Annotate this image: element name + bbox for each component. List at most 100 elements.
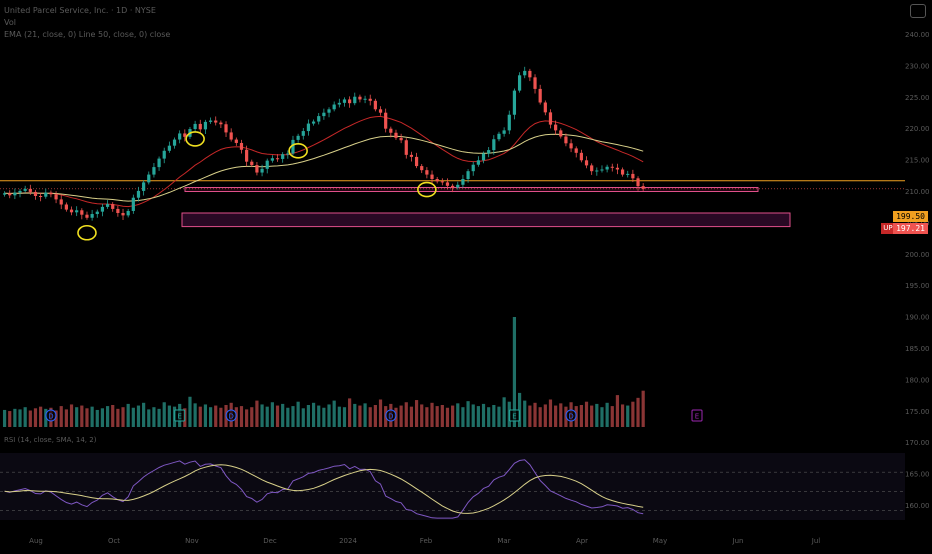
candle-body	[600, 169, 604, 171]
candle-body	[239, 142, 244, 150]
candle-body	[250, 161, 254, 166]
candle-body	[368, 98, 372, 101]
volume-bar	[502, 397, 506, 427]
volume-bar	[208, 407, 213, 427]
event-marker-label: D	[228, 413, 233, 421]
volume-bar	[39, 406, 43, 427]
volume-bar	[512, 317, 517, 427]
volume-bar	[116, 408, 120, 427]
candle-body	[445, 182, 450, 186]
candle-body	[291, 139, 295, 154]
time-axis-label: Oct	[108, 537, 120, 545]
price-axis-label: 170.00	[905, 439, 930, 447]
volume-bar	[69, 404, 74, 427]
time-axis-label: 2024	[339, 537, 357, 545]
time-axis-label: Dec	[263, 537, 277, 545]
event-marker-dividend	[45, 409, 57, 422]
volume-bar	[239, 406, 244, 427]
hline-price-tag: 199.50	[893, 211, 928, 222]
candle-body	[260, 168, 264, 173]
symbol-badge: UPS	[881, 223, 899, 234]
candle-body	[229, 132, 233, 140]
volume-bar	[255, 400, 259, 427]
candle-body	[564, 136, 568, 144]
volume-bar	[147, 409, 151, 427]
candle-body	[208, 120, 213, 122]
candle-body	[569, 143, 573, 149]
candle-body	[451, 185, 455, 188]
candle-body	[353, 96, 357, 104]
moving-average-legend: EMA (21, close, 0) Line 50, close, 0) cl…	[4, 30, 171, 39]
chart-menu-button[interactable]	[910, 4, 926, 18]
volume-bar	[533, 402, 537, 427]
volume-bar	[626, 405, 630, 427]
volume-bar	[404, 402, 408, 427]
volume-bar	[451, 405, 455, 427]
candle-body	[203, 121, 208, 130]
event-marker-label: D	[568, 413, 573, 421]
volume-bar	[131, 407, 135, 427]
volume-bar	[548, 399, 553, 427]
volume-bar	[18, 409, 22, 427]
time-axis-label: May	[653, 537, 667, 545]
volume-bar	[193, 403, 197, 427]
volume-bar	[363, 403, 367, 427]
candle-body	[116, 208, 120, 213]
candle-body	[471, 164, 475, 172]
volume-bar	[90, 406, 94, 427]
volume-bar	[306, 405, 311, 427]
candle-body	[404, 140, 408, 155]
candle-body	[543, 102, 547, 113]
candle-body	[466, 171, 470, 179]
candle-body	[317, 116, 321, 122]
price-axis-label: 185.00	[905, 345, 930, 353]
price-axis-label: 180.00	[905, 376, 930, 384]
volume-bar	[461, 407, 465, 427]
candle-body	[33, 191, 38, 196]
candle-body	[384, 112, 388, 129]
volume-bar	[327, 404, 331, 427]
candle-body	[105, 204, 110, 207]
candle-body	[337, 102, 341, 105]
volume-bar	[595, 403, 599, 427]
volume-bar	[64, 409, 68, 427]
candle-body	[64, 204, 68, 210]
candle-body	[90, 214, 94, 218]
marked-low-circle	[185, 131, 205, 147]
volume-bar	[590, 405, 594, 427]
candle-body	[409, 154, 414, 157]
candle-body	[559, 130, 563, 137]
volume-bar	[322, 407, 326, 427]
candle-body	[595, 170, 599, 172]
marked-low-circle	[77, 224, 97, 241]
candle-body	[610, 166, 614, 168]
candle-body	[497, 133, 501, 140]
price-axis-label: 165.00	[905, 471, 930, 479]
candle-body	[373, 100, 377, 110]
candle-body	[286, 153, 290, 155]
candle-body	[162, 150, 166, 159]
candle-body	[265, 160, 269, 169]
volume-bar	[250, 407, 254, 427]
volume-bar	[471, 404, 475, 427]
candle-body	[430, 174, 434, 179]
candle-body	[172, 139, 177, 146]
volume-bar	[317, 405, 321, 427]
event-marker-label: D	[48, 413, 53, 421]
candle-body	[548, 112, 553, 125]
volume-bar	[75, 407, 79, 427]
volume-bar	[420, 404, 424, 427]
event-marker-earnings	[508, 409, 520, 422]
candle-body	[136, 190, 141, 198]
candle-body	[579, 152, 583, 161]
volume-bar	[440, 405, 444, 427]
candle-body	[517, 75, 522, 91]
time-axis-label: Apr	[576, 537, 588, 545]
candle-body	[425, 170, 429, 175]
candle-body	[615, 167, 620, 170]
candle-body	[440, 181, 444, 183]
rsi-band	[0, 453, 905, 520]
candle-body	[342, 99, 347, 103]
